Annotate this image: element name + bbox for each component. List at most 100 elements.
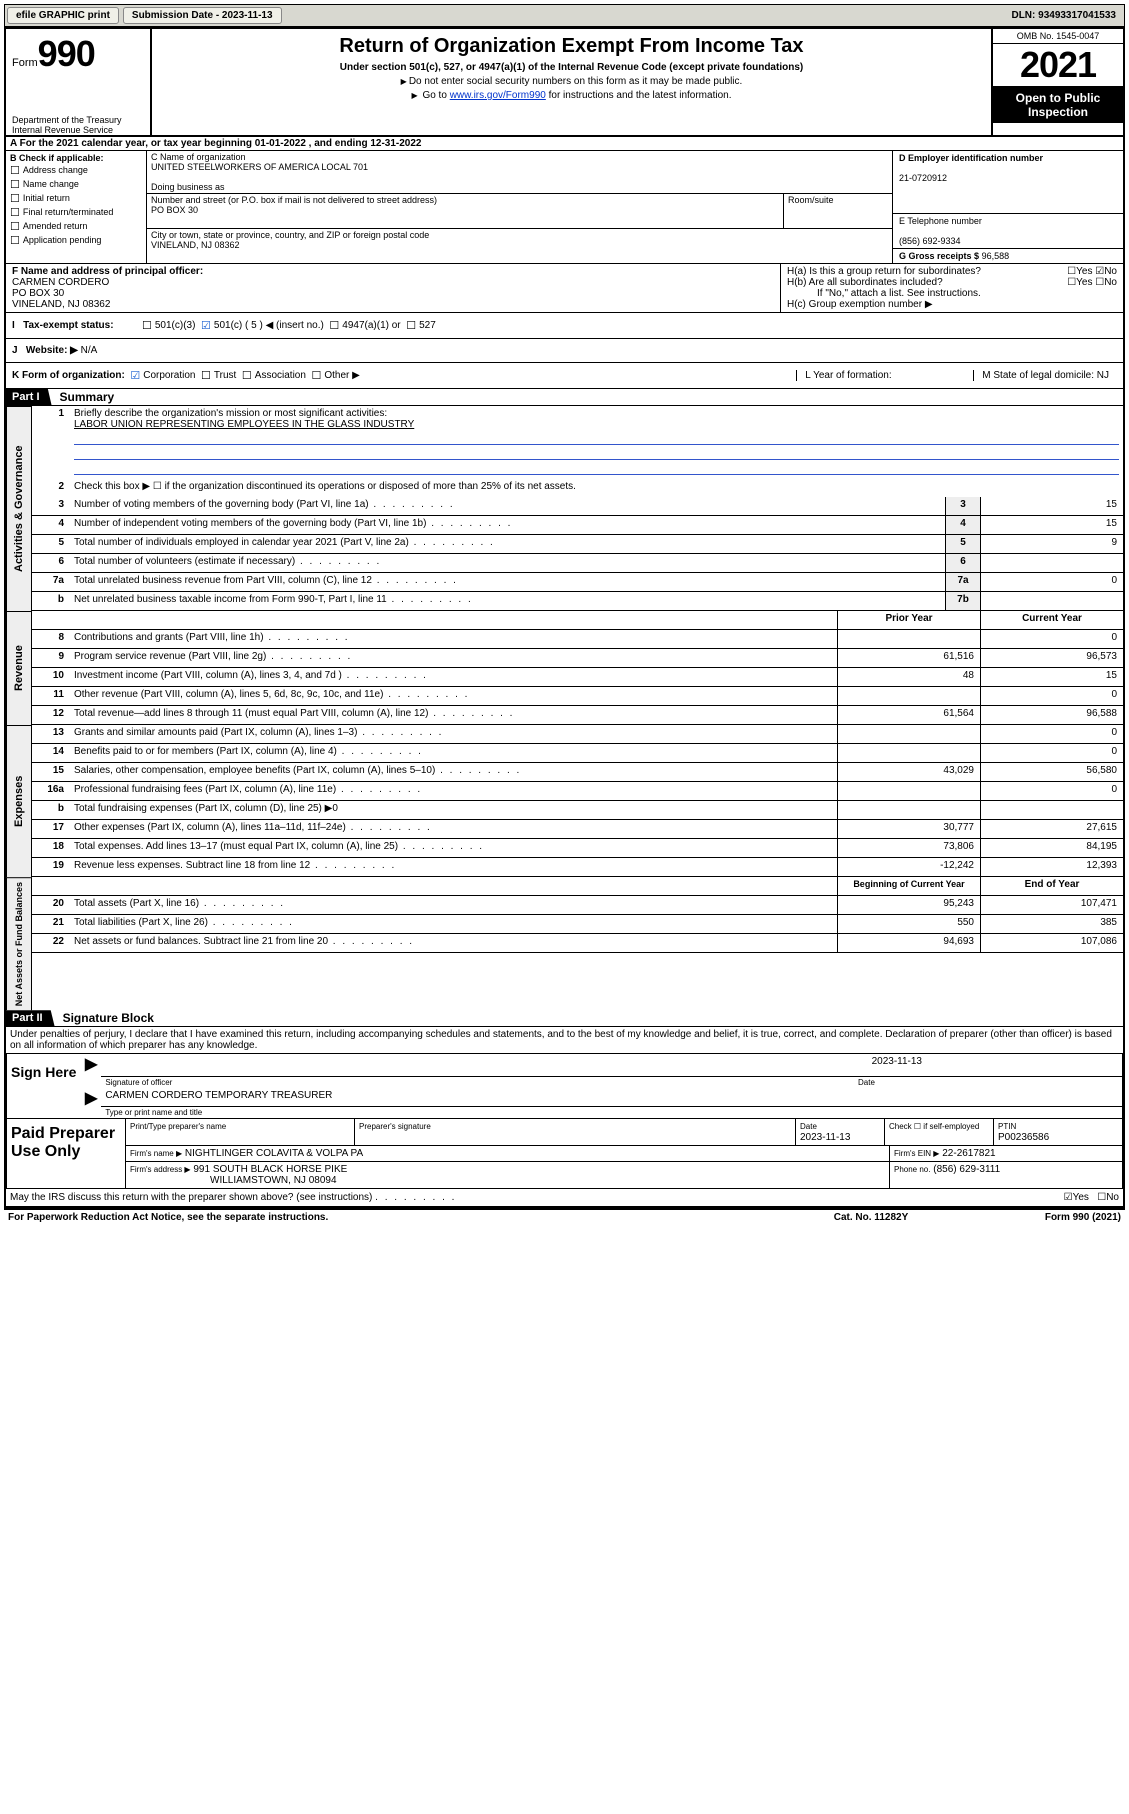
footer-left: For Paperwork Reduction Act Notice, see … <box>8 1212 771 1223</box>
section-revenue: Revenue Prior Year Current Year 8 Contri… <box>6 611 1123 725</box>
prior-year-val: 43,029 <box>837 763 980 781</box>
check-app-pending[interactable]: Application pending <box>10 234 142 247</box>
check-trust[interactable]: Trust <box>201 369 236 382</box>
col-b-checkboxes: B Check if applicable: Address change Na… <box>6 151 147 263</box>
row-i-tax-status: I Tax-exempt status: 501(c)(3) 501(c) ( … <box>6 313 1123 339</box>
part2-badge: Part II <box>6 1010 55 1026</box>
ltext: Total fundraising expenses (Part IX, col… <box>70 801 837 819</box>
lnum: 13 <box>32 725 70 743</box>
note2-pre: Go to <box>422 90 449 101</box>
sign-main: ▶ 2023-11-13 Signature of officer Date ▶… <box>85 1054 1122 1118</box>
prior-year-val: 61,516 <box>837 649 980 667</box>
check-association[interactable]: Association <box>242 369 306 382</box>
check-initial-return[interactable]: Initial return <box>10 192 142 205</box>
dln-label: DLN: 93493317041533 <box>1011 10 1122 21</box>
city-cell: City or town, state or province, country… <box>147 229 892 263</box>
officer-label: F Name and address of principal officer: <box>12 266 203 277</box>
rev-line-12: 12 Total revenue—add lines 8 through 11 … <box>32 706 1123 725</box>
check-other[interactable]: Other ▶ <box>311 369 359 382</box>
na-line-22: 22 Net assets or fund balances. Subtract… <box>32 934 1123 953</box>
officer-addr1: PO BOX 30 <box>12 288 64 299</box>
officer-signature-line: 2023-11-13 <box>101 1054 1122 1077</box>
block-fh: F Name and address of principal officer:… <box>6 264 1123 313</box>
name-label: Type or print name and title <box>101 1107 1122 1118</box>
lnum: b <box>32 801 70 819</box>
section-expenses: Expenses 13 Grants and similar amounts p… <box>6 725 1123 877</box>
org-name: UNITED STEELWORKERS OF AMERICA LOCAL 701 <box>151 162 368 172</box>
check-corporation[interactable]: Corporation <box>130 369 195 382</box>
prior-year-val: 61,564 <box>837 706 980 724</box>
date-label: Date <box>854 1077 1122 1088</box>
phone-label: E Telephone number <box>899 216 982 226</box>
part1-badge: Part I <box>6 389 52 405</box>
net-assets-body: Beginning of Current Year End of Year 20… <box>32 877 1123 1010</box>
ltext: Other expenses (Part IX, column (A), lin… <box>70 820 837 838</box>
lnum: 16a <box>32 782 70 800</box>
sig-label: Signature of officer <box>101 1077 854 1088</box>
self-emp-check[interactable]: Check ☐ if self-employed <box>889 1122 979 1131</box>
current-year-val: 0 <box>980 744 1123 762</box>
sign-here-label: Sign Here <box>7 1054 85 1118</box>
exp-line-16a: 16a Professional fundraising fees (Part … <box>32 782 1123 801</box>
discuss-row: May the IRS discuss this return with the… <box>6 1189 1123 1208</box>
note-link: Go to www.irs.gov/Form990 for instructio… <box>158 90 985 101</box>
lnum: 19 <box>32 858 70 876</box>
h-b-row: H(b) Are all subordinates included? ☐Yes… <box>787 277 1117 288</box>
ein-value: 21-0720912 <box>899 173 947 183</box>
dept-label: Department of the Treasury Internal Reve… <box>12 115 144 135</box>
check-address-change[interactable]: Address change <box>10 164 142 177</box>
firm-addr-label: Firm's address ▶ <box>130 1165 191 1174</box>
part2-name: Signature Block <box>55 1011 154 1025</box>
lnum: 18 <box>32 839 70 857</box>
gov-line-7a: 7a Total unrelated business revenue from… <box>32 573 1123 592</box>
paid-body: Print/Type preparer's name Preparer's si… <box>126 1119 1122 1188</box>
prior-year-val <box>837 687 980 705</box>
lnum: 11 <box>32 687 70 705</box>
lnum: 10 <box>32 668 70 686</box>
ltext: Grants and similar amounts paid (Part IX… <box>70 725 837 743</box>
ltext: Professional fundraising fees (Part IX, … <box>70 782 837 800</box>
ln2-text: Check this box ▶ ☐ if the organization d… <box>70 479 1123 497</box>
boxnum: 7a <box>945 573 980 591</box>
officer-name-line: CARMEN CORDERO TEMPORARY TREASURER <box>101 1088 1122 1107</box>
check-final-return[interactable]: Final return/terminated <box>10 206 142 219</box>
boy-val: 95,243 <box>837 896 980 914</box>
addr-label: Number and street (or P.O. box if mail i… <box>151 195 437 205</box>
check-527[interactable]: 527 <box>406 319 436 332</box>
revenue-body: Prior Year Current Year 8 Contributions … <box>32 611 1123 725</box>
prep-date: 2023-11-13 <box>800 1132 850 1143</box>
officer-addr2: VINELAND, NJ 08362 <box>12 299 110 310</box>
lnum: b <box>32 592 70 610</box>
year-formation: L Year of formation: <box>796 370 973 381</box>
firm-addr1: 991 SOUTH BLACK HORSE PIKE <box>193 1164 347 1175</box>
check-amended[interactable]: Amended return <box>10 220 142 233</box>
lnum: 3 <box>32 497 70 515</box>
prep-name-label: Print/Type preparer's name <box>130 1122 226 1131</box>
gov-line-7b: b Net unrelated business taxable income … <box>32 592 1123 611</box>
i-label: Tax-exempt status: <box>23 320 113 331</box>
gov-line-5: 5 Total number of individuals employed i… <box>32 535 1123 554</box>
ltext: Total number of volunteers (estimate if … <box>70 554 945 572</box>
check-name-change[interactable]: Name change <box>10 178 142 191</box>
check-501c3[interactable]: 501(c)(3) <box>142 319 195 332</box>
footer-mid: Cat. No. 11282Y <box>771 1212 971 1223</box>
page-footer: For Paperwork Reduction Act Notice, see … <box>4 1210 1125 1225</box>
boxval: 15 <box>980 497 1123 515</box>
prior-year-val: 48 <box>837 668 980 686</box>
irs-link[interactable]: www.irs.gov/Form990 <box>450 90 546 101</box>
prior-year-val: 30,777 <box>837 820 980 838</box>
current-year-val: 0 <box>980 630 1123 648</box>
col-h-group: H(a) Is this a group return for subordin… <box>781 264 1123 312</box>
state-domicile: M State of legal domicile: NJ <box>973 370 1117 381</box>
eoy-val: 107,471 <box>980 896 1123 914</box>
submission-date-button[interactable]: Submission Date - 2023-11-13 <box>123 7 282 24</box>
efile-print-button[interactable]: efile GRAPHIC print <box>7 7 119 24</box>
boxnum: 3 <box>945 497 980 515</box>
eoy-val: 107,086 <box>980 934 1123 952</box>
prior-year-val <box>837 782 980 800</box>
exp-line-19: 19 Revenue less expenses. Subtract line … <box>32 858 1123 877</box>
city-value: VINELAND, NJ 08362 <box>151 240 240 250</box>
check-501c[interactable]: 501(c) ( 5 ) ◀ (insert no.) <box>201 319 324 332</box>
check-4947[interactable]: 4947(a)(1) or <box>329 319 400 332</box>
hb-answer: ☐Yes ☐No <box>1067 277 1117 288</box>
